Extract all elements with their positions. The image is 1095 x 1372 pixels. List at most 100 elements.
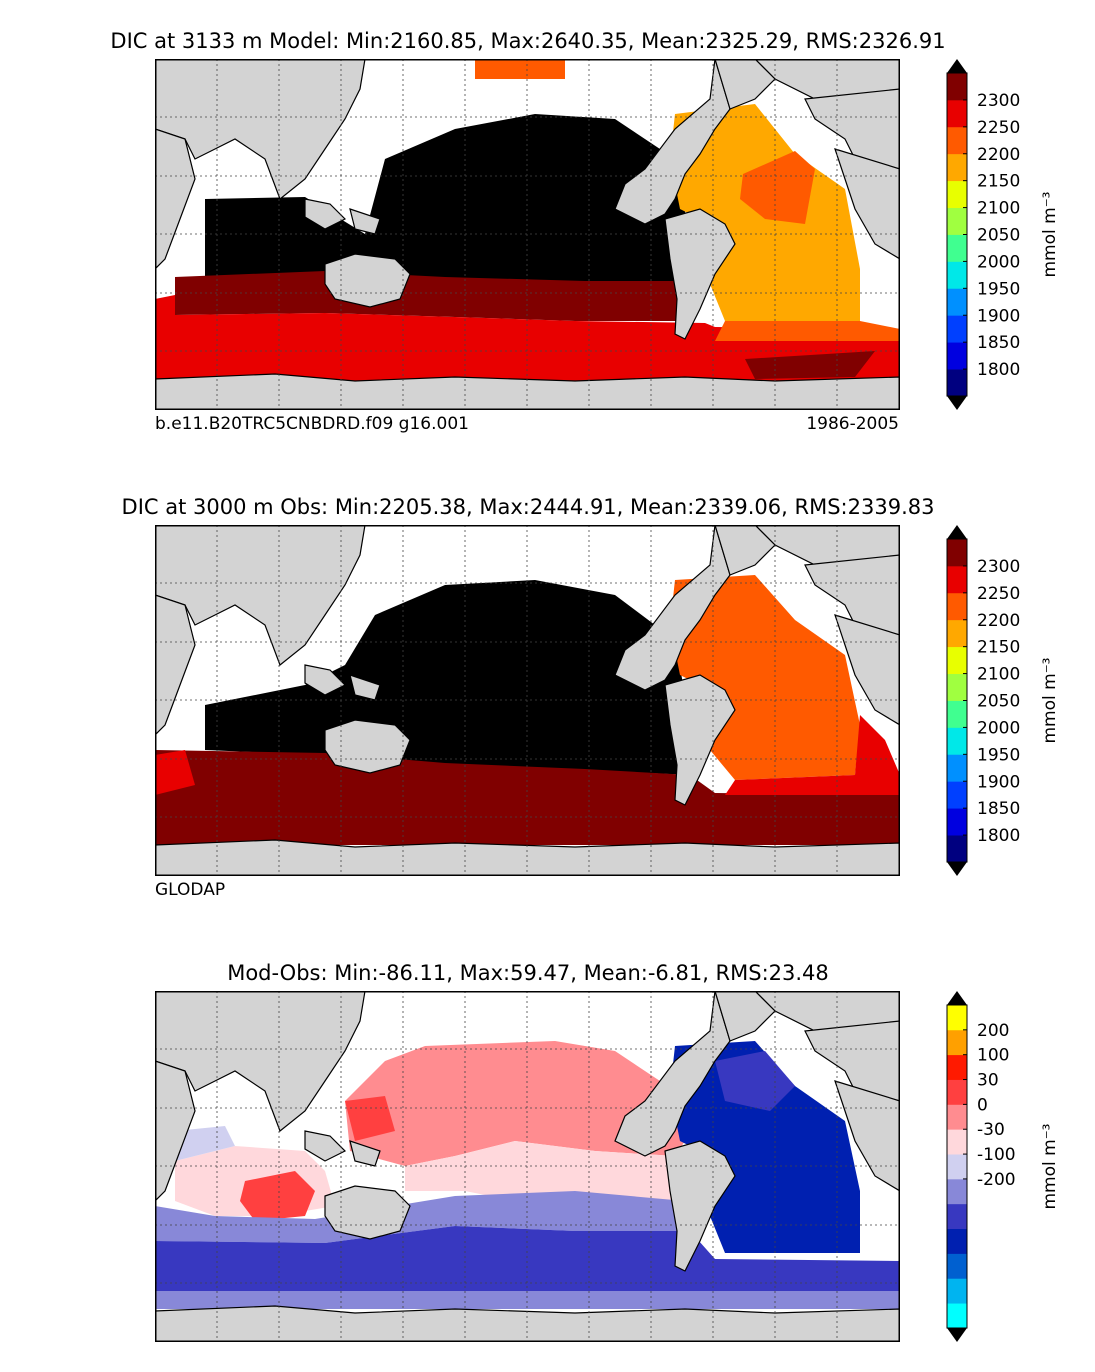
panel-3-colorbar: 200 100 30 0 -30 -100 -200 mmol m⁻³ (946, 991, 1060, 1342)
colorbar-swatch (947, 342, 967, 370)
south-america (664, 208, 736, 340)
australia (324, 253, 411, 308)
colorbar-swatch (947, 808, 967, 836)
panel-2-colorbar: 2300 2250 2200 2150 2100 2050 2000 1950 1900 1850… (946, 525, 1060, 876)
colorbar-tick-label: 2300 (977, 91, 1020, 111)
colorbar-tick-label: 30 (977, 1071, 999, 1091)
colorbar-tick-label: 2150 (977, 638, 1020, 658)
southern-ocean-rim (155, 1291, 900, 1309)
indian-high (240, 1171, 315, 1221)
colorbar-tick-label: 2200 (977, 611, 1020, 631)
colorbar-tick-label: 2050 (977, 226, 1020, 246)
colorbar-unit-label: mmol m⁻³ (1040, 192, 1060, 278)
colorbar-tick-label: 1850 (977, 333, 1020, 353)
panel-3-map (155, 991, 900, 1342)
graticule (155, 59, 900, 410)
west-pacific-high (345, 1096, 395, 1141)
greenland-arctic (714, 991, 776, 1042)
south-america (664, 674, 736, 806)
colorbar-tick-label: 100 (977, 1046, 1009, 1066)
colorbar-tick-label: 1800 (977, 826, 1020, 846)
colorbar-tick-label: 2000 (977, 718, 1020, 738)
colorbar-tick-label: 2300 (977, 557, 1020, 577)
colorbar-tick-label: 2200 (977, 145, 1020, 165)
colorbar-swatch (947, 126, 967, 155)
panel-1-colorbar: 2300 2250 2200 2150 2100 2050 2000 1950 1900 1850… (946, 59, 1060, 410)
colorbar-swatch (947, 288, 967, 316)
colorbar-swatch (947, 73, 967, 101)
colorbar-tick-label: 200 (977, 1021, 1009, 1041)
colorbar-tick-label: 0 (977, 1095, 988, 1115)
colorbar-swatch (947, 565, 967, 594)
panel-1-right-caption: 1986-2005 (806, 414, 899, 434)
colorbar-swatch (947, 1303, 967, 1329)
colorbar-tick-label: 2050 (977, 692, 1020, 712)
colorbar-tick-label: 2250 (977, 584, 1020, 604)
colorbar-swatch (947, 1253, 967, 1279)
graticule (155, 991, 900, 1342)
colorbar-over-arrow (947, 525, 967, 539)
panel-3-title: Mod-Obs: Min:-86.11, Max:59.47, Mean:-6.… (227, 961, 829, 985)
panel-2-title: DIC at 3000 m Obs: Min:2205.38, Max:2444… (121, 495, 935, 519)
colorbar-swatch (947, 700, 967, 728)
colorbar-tick-label: 2150 (977, 172, 1020, 192)
weddell-basin (745, 351, 875, 379)
colorbar-swatch (947, 1129, 967, 1155)
colorbar-tick-label: -100 (977, 1145, 1016, 1165)
colorbar-swatch (947, 592, 967, 621)
colorbar-tick-label: 2100 (977, 199, 1020, 219)
colorbar-swatch (947, 835, 967, 863)
greenland-arctic (714, 59, 776, 110)
colorbar-swatch (947, 234, 967, 262)
indian-light-blue (175, 1126, 235, 1161)
colorbar-swatch (947, 99, 967, 128)
panel-2-left-caption: GLODAP (155, 880, 226, 900)
colorbar-swatch (947, 261, 967, 289)
south-atlantic (715, 321, 900, 341)
mid-atlantic-ridge (740, 151, 815, 224)
colorbar-swatch (947, 781, 967, 809)
colorbar-tick-label: -200 (977, 1170, 1016, 1190)
colorbar-swatch (947, 153, 967, 182)
arctic-strip (475, 59, 565, 79)
colorbar-tick-label: 2000 (977, 252, 1020, 272)
australia (324, 719, 411, 774)
colorbar-under-arrow (947, 862, 967, 876)
colorbar-tick-label: 1800 (977, 360, 1020, 380)
colorbar-frame (946, 1004, 968, 1329)
colorbar-over-arrow (947, 59, 967, 73)
colorbar-unit-label: mmol m⁻³ (1040, 1124, 1060, 1210)
colorbar-swatch (947, 673, 967, 701)
africa (155, 1060, 900, 1202)
colorbar-swatch (947, 369, 967, 397)
colorbar-swatch (947, 1154, 967, 1180)
colorbar-swatch (947, 1054, 967, 1080)
colorbar-tick-label: 1950 (977, 279, 1020, 299)
south-pacific-band (175, 271, 690, 321)
colorbar-swatch (947, 1203, 967, 1230)
panel-1-title: DIC at 3133 m Model: Min:2160.85, Max:26… (110, 29, 946, 53)
colorbar-swatch (947, 619, 967, 648)
colorbar-swatch (947, 1005, 967, 1031)
africa (155, 128, 900, 270)
colorbar-tick-label: 2100 (977, 665, 1020, 685)
colorbar-swatch (947, 1178, 967, 1205)
colorbar-swatch (947, 646, 967, 674)
north-pacific (345, 1041, 685, 1166)
colorbar-tick-label: 1900 (977, 306, 1020, 326)
colorbar-under-arrow (947, 396, 967, 410)
ocean-field (155, 59, 900, 389)
indian-pacific-interior (205, 114, 690, 284)
panel-2-map (155, 525, 900, 876)
colorbar-swatch (947, 727, 967, 755)
africa (155, 594, 900, 736)
colorbar-tick-label: 1850 (977, 799, 1020, 819)
colorbar-swatch (947, 1228, 967, 1254)
map-frame (155, 525, 900, 876)
colorbar-swatch (947, 207, 967, 235)
colorbar-tick-label: 1950 (977, 745, 1020, 765)
australia (324, 1185, 411, 1240)
south-america (664, 1140, 736, 1272)
colorbar-over-arrow (947, 991, 967, 1005)
colorbar-unit-label: mmol m⁻³ (1040, 658, 1060, 744)
